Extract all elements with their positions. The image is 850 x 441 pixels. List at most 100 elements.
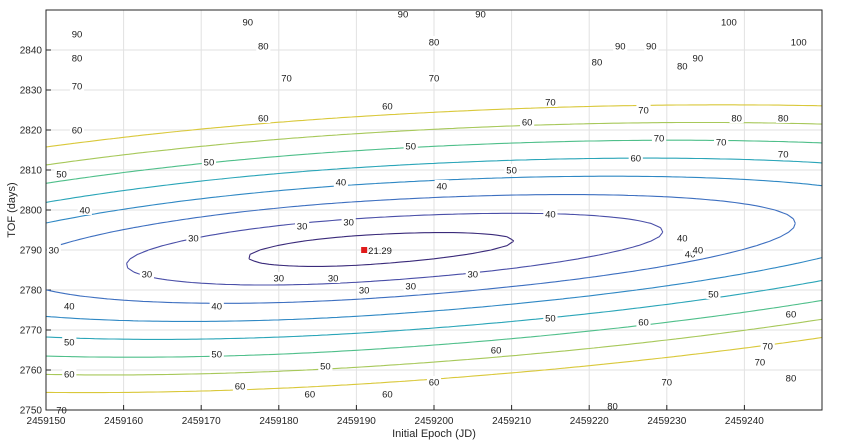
contour-label-bg	[434, 180, 449, 191]
contour-label: 60	[305, 389, 316, 400]
contour-label-bg	[752, 356, 768, 367]
contour-label: 40	[436, 181, 447, 192]
contour-label-bg	[543, 96, 558, 107]
contour-label-bg	[636, 104, 651, 115]
contour-label: 30	[359, 285, 370, 296]
x-tick-label: 2459180	[259, 416, 298, 427]
contour-label: 70	[545, 97, 556, 108]
contour-label-bg	[651, 132, 667, 143]
contour-label-bg	[613, 40, 628, 51]
contour-label-bg	[589, 56, 605, 67]
minimum-value-label: 21.29	[368, 246, 392, 257]
contour-label-bg	[675, 60, 690, 71]
contour-label: 70	[716, 137, 727, 148]
contour-label-bg	[706, 288, 721, 299]
contour-label: 80	[786, 373, 797, 384]
contour-line-70	[45, 157, 823, 340]
contour-label-bg	[54, 168, 69, 179]
contour-label: 40	[693, 245, 704, 256]
contour-label-bg	[62, 336, 77, 347]
contour-label: 60	[258, 113, 269, 124]
contour-label: 30	[405, 281, 416, 292]
x-axis-label: Initial Epoch (JD)	[392, 428, 476, 440]
contour-label-bg	[403, 280, 418, 291]
contour-label-bg	[62, 368, 77, 379]
contour-label-bg	[426, 376, 442, 387]
y-tick-label: 2810	[20, 166, 43, 177]
contour-label-bg	[760, 340, 775, 351]
contour-label: 30	[142, 269, 153, 280]
contour-label-bg	[644, 40, 659, 51]
contour-label: 70	[429, 73, 440, 84]
contour-label: 80	[72, 53, 83, 64]
contour-label-bg	[318, 360, 333, 371]
contour-label: 40	[677, 233, 688, 244]
y-tick-label: 2780	[20, 286, 43, 297]
contour-label-bg	[682, 248, 698, 259]
contour-label: 60	[382, 101, 393, 112]
contour-label-bg	[69, 124, 85, 135]
contour-label-bg	[605, 400, 620, 411]
contour-label: 30	[343, 217, 354, 228]
contour-line-30	[248, 232, 515, 267]
contour-label: 50	[405, 141, 416, 152]
contour-label-bg	[139, 268, 154, 279]
contour-label: 70	[72, 81, 83, 92]
minimum-marker	[361, 247, 368, 253]
contour-label-bg	[69, 80, 85, 91]
contour-label: 70	[638, 105, 649, 116]
contour-label: 50	[320, 361, 331, 372]
contour-label-bg	[302, 388, 317, 399]
contour-label: 50	[545, 313, 556, 324]
contour-label: 50	[56, 169, 67, 180]
contour-label-bg	[788, 36, 809, 47]
x-tick-label: 2459170	[182, 416, 221, 427]
contour-label-bg	[636, 316, 651, 327]
contour-label: 40	[685, 249, 696, 260]
contour-label: 80	[607, 401, 618, 412]
contour-label-bg	[69, 28, 85, 39]
contour-label-bg	[240, 16, 255, 27]
contour-label: 80	[429, 37, 440, 48]
y-tick-label: 2790	[20, 246, 43, 257]
contour-label-bg	[776, 112, 791, 123]
contour-label-bg	[426, 72, 442, 83]
contour-label: 60	[235, 381, 246, 392]
contour-label-bg	[403, 140, 418, 151]
contour-label: 60	[429, 377, 440, 388]
contour-label: 80	[592, 57, 603, 68]
contour-label-bg	[209, 300, 224, 311]
contour-label-bg	[69, 52, 85, 63]
contour-label-bg	[783, 372, 799, 383]
contour-label: 80	[258, 41, 269, 52]
contour-label: 30	[48, 245, 59, 256]
contour-label: 40	[545, 209, 556, 220]
contour-label-bg	[271, 272, 286, 283]
contour-label: 30	[188, 233, 199, 244]
contour-label-bg	[380, 100, 395, 111]
x-tick-label: 2459160	[104, 416, 143, 427]
contour-label-bg	[473, 8, 488, 19]
contour-label: 100	[721, 17, 737, 28]
contour-label: 50	[211, 349, 222, 360]
contour-label-bg	[783, 308, 799, 319]
contour-label-bg	[465, 268, 480, 279]
contour-label: 90	[242, 17, 253, 28]
contour-label: 70	[56, 405, 67, 416]
y-tick-label: 2840	[20, 46, 43, 57]
contour-label: 80	[677, 61, 688, 72]
contour-label: 50	[506, 165, 517, 176]
contour-label: 80	[778, 113, 789, 124]
contour-label: 100	[791, 37, 807, 48]
y-tick-label: 2800	[20, 206, 43, 217]
contour-label-bg	[543, 312, 558, 323]
contour-label-bg	[690, 52, 705, 63]
contour-label-bg	[62, 300, 77, 311]
contour-label: 70	[662, 377, 673, 388]
contour-label-bg	[776, 148, 791, 159]
contour-label: 60	[638, 317, 649, 328]
contour-label-bg	[659, 376, 674, 387]
contour-label: 60	[491, 345, 502, 356]
contour-label-bg	[488, 344, 504, 355]
